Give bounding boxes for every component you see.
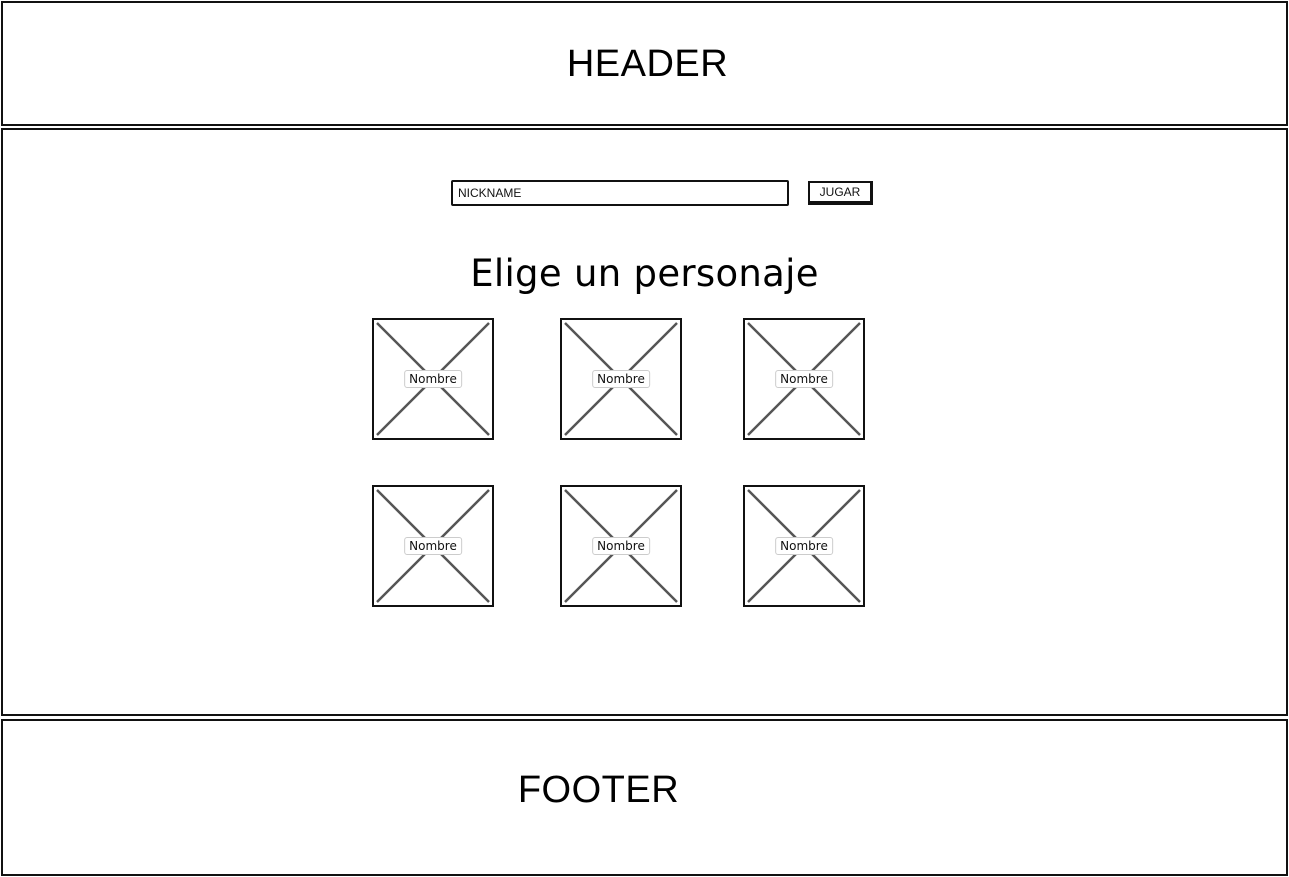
character-card[interactable]: Nombre xyxy=(743,485,865,607)
character-card[interactable]: Nombre xyxy=(560,318,682,440)
character-name: Nombre xyxy=(592,537,650,555)
character-name: Nombre xyxy=(775,537,833,555)
footer-label: FOOTER xyxy=(517,769,680,811)
character-name: Nombre xyxy=(404,370,462,388)
page-footer: FOOTER xyxy=(1,719,1288,876)
character-name: Nombre xyxy=(404,537,462,555)
play-button[interactable]: JUGAR xyxy=(808,181,873,205)
character-card[interactable]: Nombre xyxy=(372,485,494,607)
nickname-input[interactable] xyxy=(451,180,789,206)
header-label: HEADER xyxy=(566,43,729,85)
page-title: Elige un personaje xyxy=(470,252,819,295)
character-card[interactable]: Nombre xyxy=(560,485,682,607)
character-name: Nombre xyxy=(775,370,833,388)
character-name: Nombre xyxy=(592,370,650,388)
character-card[interactable]: Nombre xyxy=(743,318,865,440)
page-header: HEADER xyxy=(1,1,1288,126)
character-card[interactable]: Nombre xyxy=(372,318,494,440)
